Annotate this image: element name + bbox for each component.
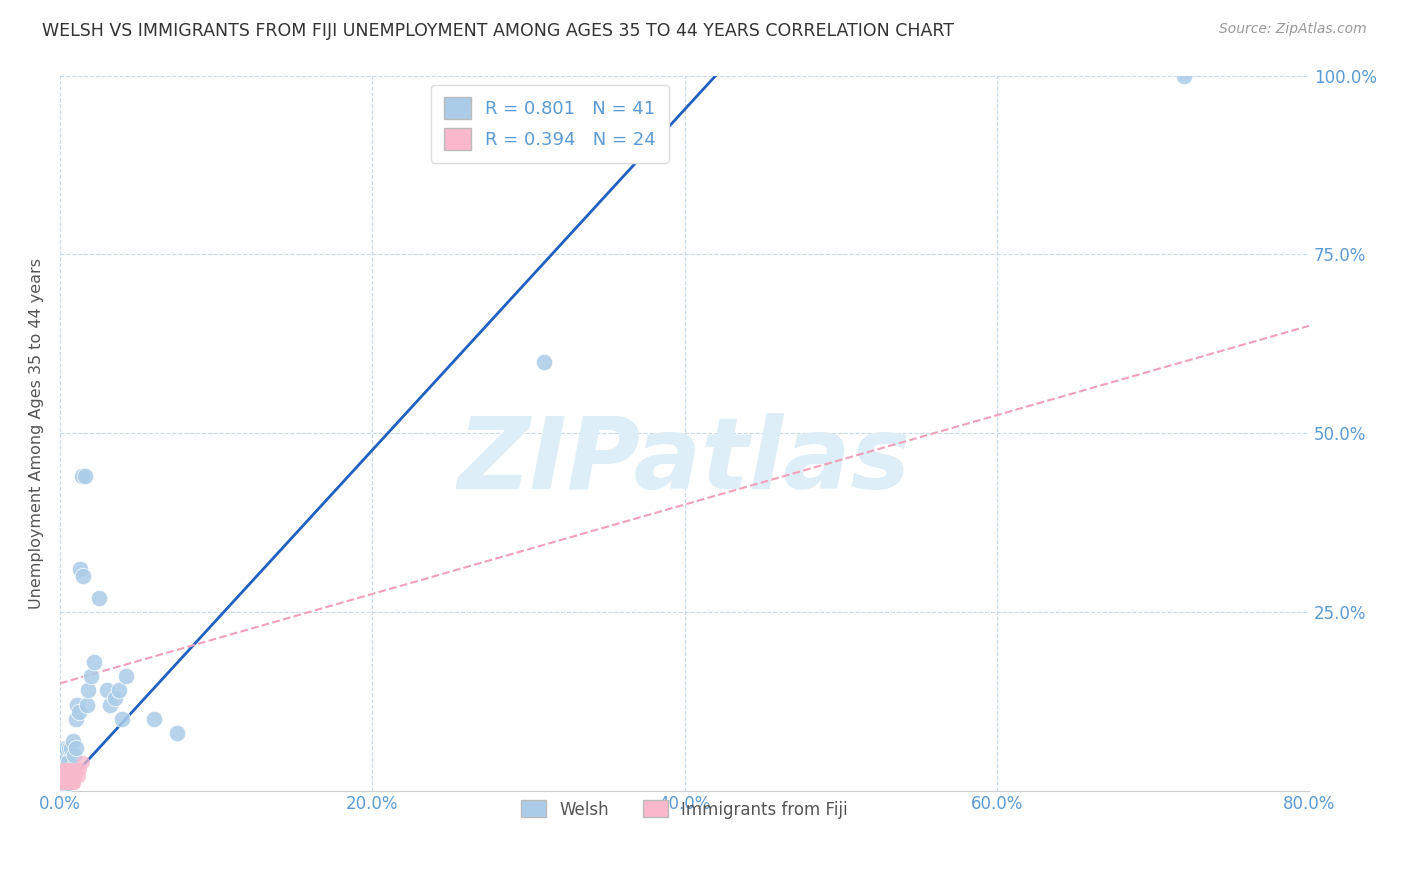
Point (56, 776, 79, 790)
Point (77, 683, 100, 698)
Point (62, 776, 84, 790)
Y-axis label: Unemployment Among Ages 35 to 44 years: Unemployment Among Ages 35 to 44 years (30, 258, 44, 608)
Point (98, 698, 121, 712)
Point (55, 769, 77, 783)
Point (52, 762, 75, 776)
Point (87, 591, 110, 605)
Text: ZIPatlas: ZIPatlas (458, 413, 911, 510)
Point (533, 354, 555, 368)
Point (70, 469, 93, 483)
Point (53, 776, 76, 790)
Point (67, 705, 90, 719)
Point (166, 726, 188, 740)
Point (65, 712, 87, 726)
Point (66, 698, 89, 712)
Legend: Welsh, Immigrants from Fiji: Welsh, Immigrants from Fiji (515, 794, 855, 825)
Point (51, 769, 73, 783)
Point (58, 776, 80, 790)
Point (58, 740, 80, 755)
Point (56, 776, 79, 790)
Point (52, 755, 75, 769)
Point (55, 740, 77, 755)
Point (96, 683, 118, 698)
Point (63, 769, 86, 783)
Point (55, 776, 77, 790)
Point (56, 769, 79, 783)
Point (73, 469, 96, 483)
Point (114, 669, 136, 683)
Point (52, 776, 75, 790)
Point (62, 762, 84, 776)
Point (62, 733, 84, 747)
Point (55, 769, 77, 783)
Point (142, 712, 165, 726)
Point (69, 562, 91, 576)
Point (53, 769, 76, 783)
Point (63, 776, 86, 790)
Point (72, 755, 94, 769)
Point (51, 776, 73, 790)
Point (58, 769, 80, 783)
Point (59, 762, 82, 776)
Point (67, 769, 90, 783)
Point (83, 655, 105, 669)
Point (80, 669, 103, 683)
Point (53, 747, 76, 762)
Point (62, 769, 84, 783)
Point (69, 762, 91, 776)
Text: Source: ZipAtlas.com: Source: ZipAtlas.com (1219, 22, 1367, 37)
Point (52, 769, 75, 783)
Point (66, 762, 89, 776)
Point (51, 776, 73, 790)
Text: WELSH VS IMMIGRANTS FROM FIJI UNEMPLOYMENT AMONG AGES 35 TO 44 YEARS CORRELATION: WELSH VS IMMIGRANTS FROM FIJI UNEMPLOYME… (42, 22, 955, 40)
Point (76, 698, 98, 712)
Point (56, 755, 79, 769)
Point (63, 747, 86, 762)
Point (65, 769, 87, 783)
Point (65, 740, 87, 755)
Point (104, 690, 127, 705)
Point (1173, 69, 1195, 83)
Point (53, 776, 76, 790)
Point (53, 762, 76, 776)
Point (108, 683, 131, 698)
Point (58, 762, 80, 776)
Point (59, 776, 82, 790)
Point (59, 769, 82, 783)
Point (111, 712, 134, 726)
Point (59, 740, 82, 755)
Point (72, 569, 94, 583)
